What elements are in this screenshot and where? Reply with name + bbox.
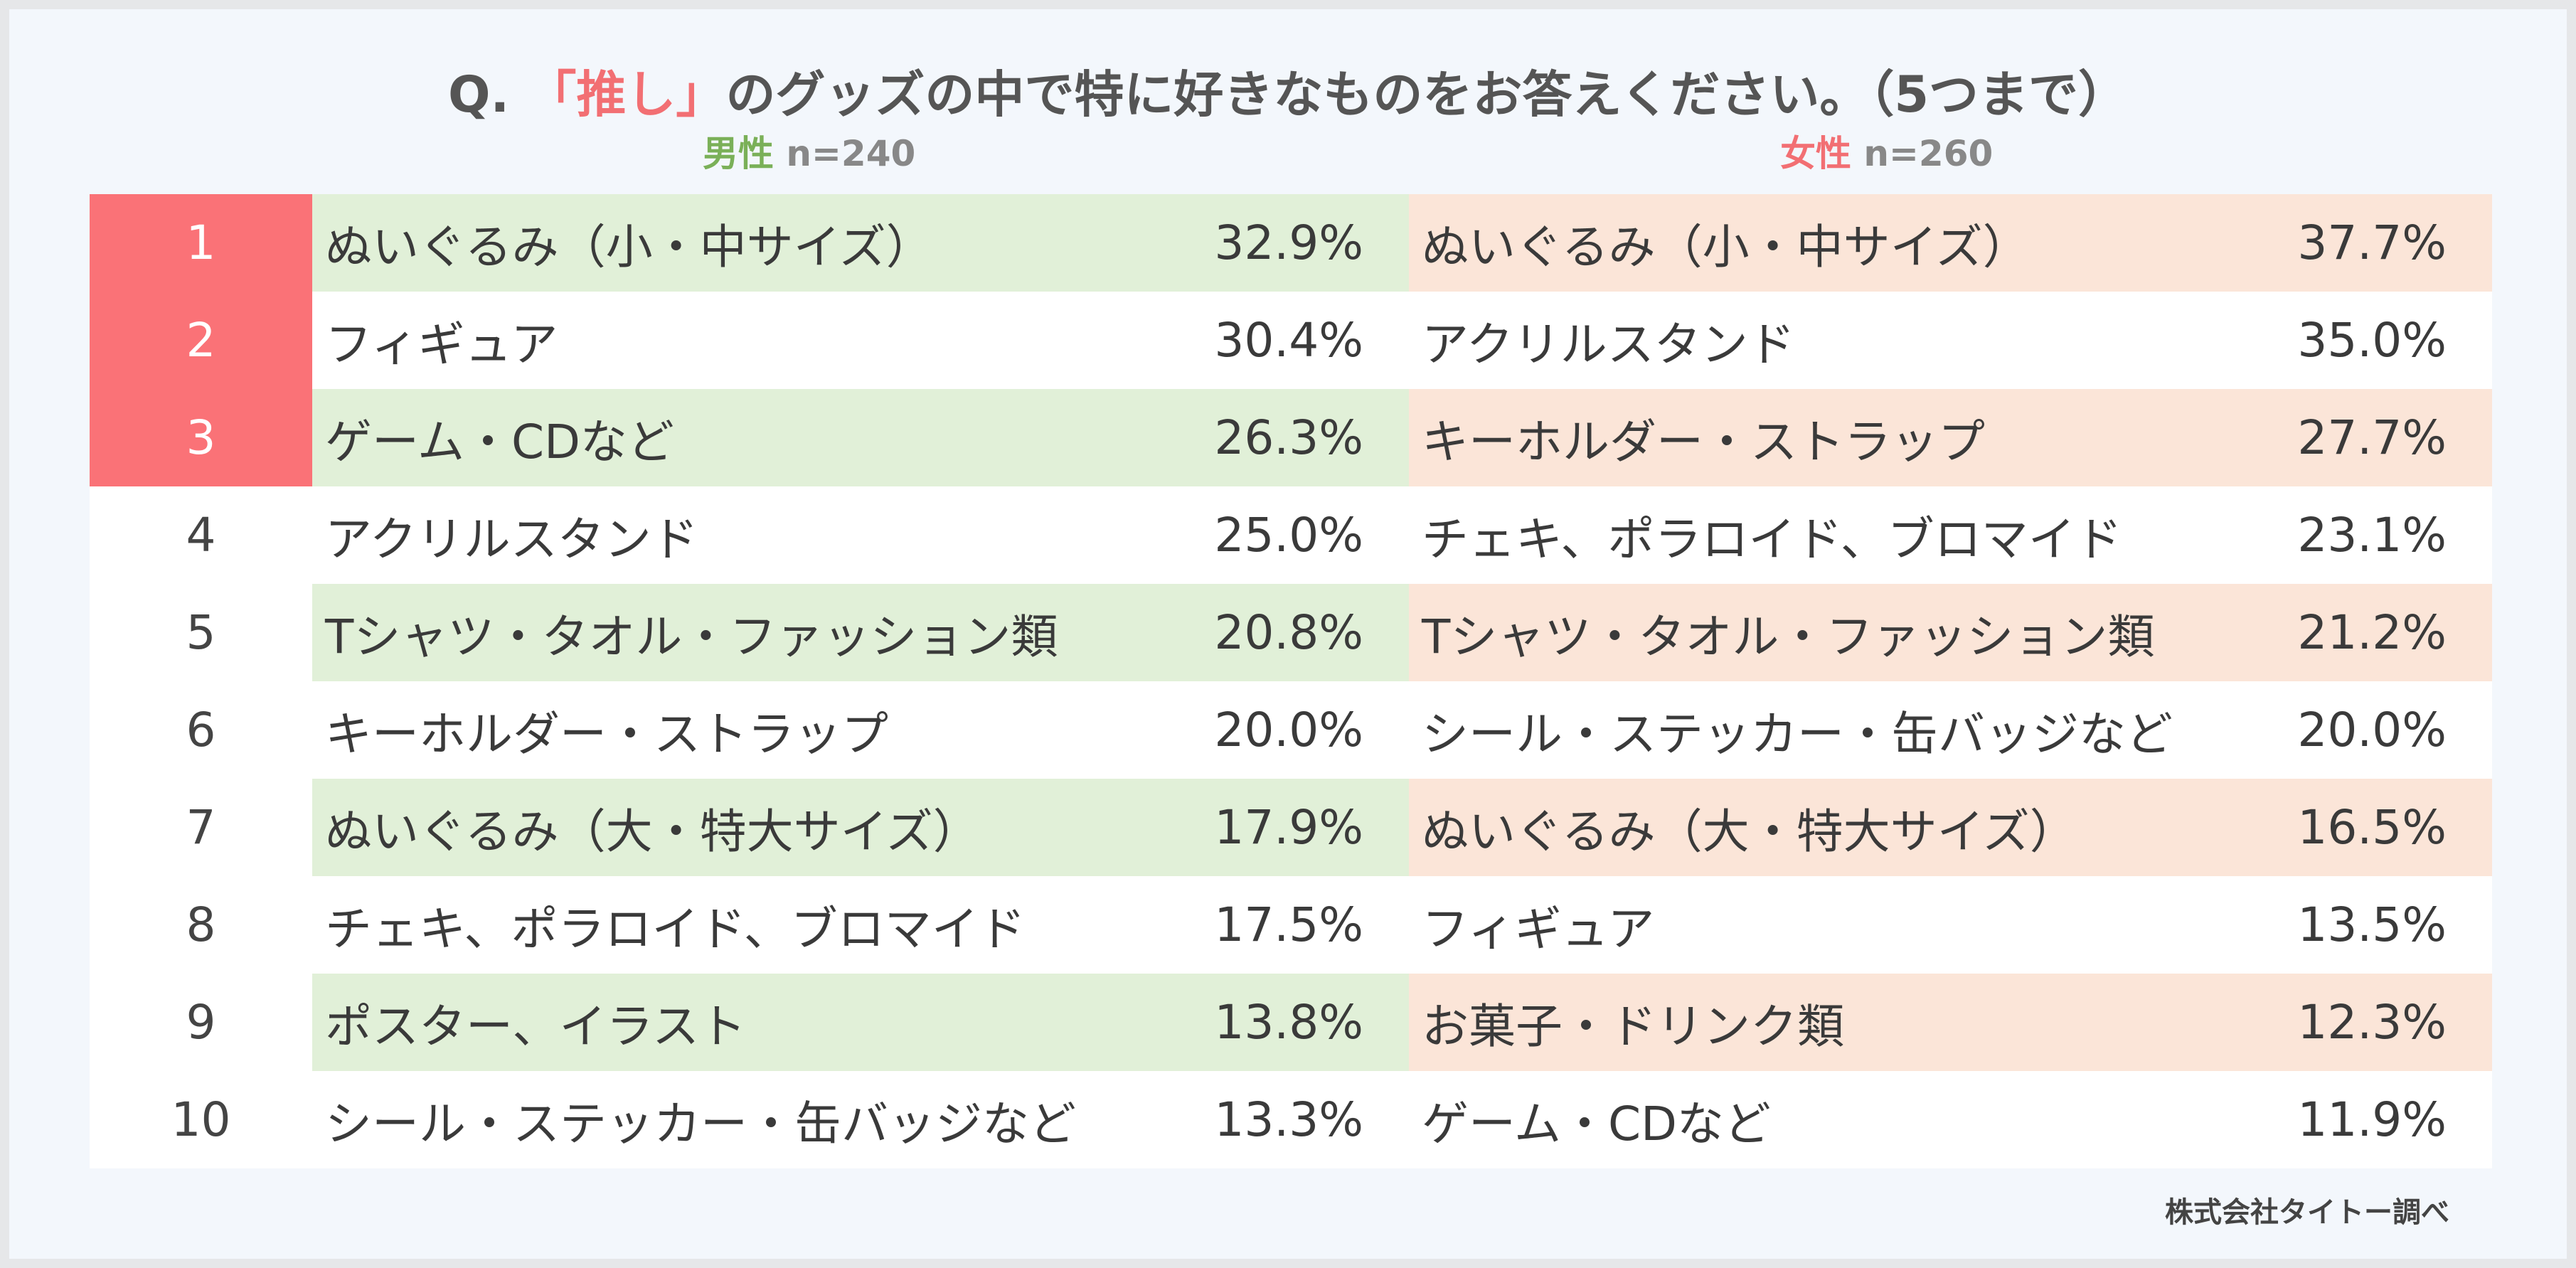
male-cell-background: [312, 779, 1409, 876]
male-item-label: ポスター、イラスト: [325, 998, 747, 1054]
rank-cell-background: [90, 681, 312, 779]
source-note: 株式会社タイトー調べ: [2165, 1196, 2449, 1229]
female-percentage: 27.7%: [2297, 410, 2447, 465]
male-item-label: ゲーム・CDなど: [325, 414, 674, 469]
male-label: 男性: [703, 133, 774, 174]
female-item-label: キーホルダー・ストラップ: [1422, 414, 1985, 469]
female-label: 女性: [1780, 133, 1851, 174]
male-cell-background: [312, 486, 1409, 584]
female-percentage: 11.9%: [2297, 1092, 2447, 1147]
female-cell-background: [1409, 779, 2492, 876]
male-cell-background: [312, 974, 1409, 1071]
male-item-label: ぬいぐるみ（小・中サイズ）: [325, 219, 933, 275]
male-cell-background: [312, 292, 1409, 389]
female-cell-background: [1409, 584, 2492, 681]
male-percentage: 17.9%: [1214, 800, 1363, 855]
table-row: 2 フィギュア 30.4% アクリルスタンド 35.0%: [90, 292, 2492, 389]
male-percentage: 25.0%: [1214, 508, 1363, 563]
rank-number: 9: [186, 995, 216, 1050]
table-row: 5 Tシャツ・タオル・ファッション類 20.8% Tシャツ・タオル・ファッション類 21…: [90, 584, 2492, 681]
female-cell-background: [1409, 389, 2492, 486]
rank-number: 4: [186, 508, 216, 563]
rank-number: 8: [186, 897, 216, 952]
female-percentage: 12.3%: [2297, 995, 2447, 1050]
rank-number: 3: [90, 389, 312, 486]
female-percentage: 23.1%: [2297, 508, 2447, 563]
table-row: 1 ぬいぐるみ（小・中サイズ） 32.9% ぬいぐるみ（小・中サイズ） 37.7%: [90, 194, 2492, 292]
rank-cell-background: [90, 486, 312, 584]
male-cell-background: [312, 1071, 1409, 1168]
female-item-label: アクリルスタンド: [1422, 316, 1795, 372]
table-row: 6 キーホルダー・ストラップ 20.0% シール・ステッカー・缶バッジなど 20.0%: [90, 681, 2492, 779]
female-group-label: 女性 n=260: [1780, 129, 1993, 179]
female-item-label: チェキ、ポラロイド、ブロマイド: [1422, 511, 2122, 567]
title-prefix: Q.: [447, 65, 510, 124]
male-n: n=240: [786, 133, 916, 174]
male-cell-background: [312, 681, 1409, 779]
male-percentage: 30.4%: [1214, 313, 1363, 368]
female-cell-background: [1409, 194, 2492, 292]
male-percentage: 20.0%: [1214, 703, 1363, 757]
female-cell-background: [1409, 486, 2492, 584]
female-cell-background: [1409, 974, 2492, 1071]
female-n: n=260: [1863, 133, 1994, 174]
male-percentage: 13.3%: [1214, 1092, 1363, 1147]
rank-cell-background: [90, 1071, 312, 1168]
rank-number: 7: [186, 800, 216, 855]
female-item-label: ぬいぐるみ（大・特大サイズ）: [1422, 804, 2077, 859]
female-item-label: シール・ステッカー・缶バッジなど: [1422, 706, 2173, 762]
table-row: 10 シール・ステッカー・缶バッジなど 13.3% ゲーム・CDなど 11.9%: [90, 1071, 2492, 1168]
male-item-label: キーホルダー・ストラップ: [325, 706, 888, 762]
female-item-label: ぬいぐるみ（小・中サイズ）: [1422, 219, 2030, 275]
male-item-label: ぬいぐるみ（大・特大サイズ）: [325, 804, 980, 859]
male-percentage: 32.9%: [1214, 215, 1363, 270]
female-cell-background: [1409, 876, 2492, 974]
female-percentage: 13.5%: [2297, 897, 2447, 952]
chart-title: Q. 「推し」のグッズの中で特に好きなものをお答えください。（5つまで）: [9, 55, 2567, 134]
male-item-label: Tシャツ・タオル・ファッション類: [325, 609, 1058, 664]
table-row: 7 ぬいぐるみ（大・特大サイズ） 17.9% ぬいぐるみ（大・特大サイズ） 16.5%: [90, 779, 2492, 876]
female-percentage: 21.2%: [2297, 605, 2447, 660]
rank-number: 1: [90, 194, 312, 292]
rank-cell-background: [90, 584, 312, 681]
female-item-label: Tシャツ・タオル・ファッション類: [1422, 609, 2155, 664]
chart-panel: Q. 「推し」のグッズの中で特に好きなものをお答えください。（5つまで） 男性 …: [9, 9, 2567, 1259]
male-item-label: フィギュア: [325, 316, 558, 372]
rank-cell-background: [90, 876, 312, 974]
rank-number: 2: [90, 292, 312, 389]
female-cell-background: [1409, 681, 2492, 779]
male-item-label: シール・ステッカー・缶バッジなど: [325, 1096, 1076, 1151]
female-item-label: ゲーム・CDなど: [1422, 1096, 1771, 1151]
male-percentage: 26.3%: [1214, 410, 1363, 465]
male-group-label: 男性 n=240: [703, 129, 915, 179]
male-cell-background: [312, 389, 1409, 486]
female-percentage: 20.0%: [2297, 703, 2447, 757]
table-row: 8 チェキ、ポラロイド、ブロマイド 17.5% フィギュア 13.5%: [90, 876, 2492, 974]
rank-cell-background: [90, 779, 312, 876]
male-item-label: アクリルスタンド: [325, 511, 698, 567]
female-item-label: フィギュア: [1422, 901, 1655, 957]
female-cell-background: [1409, 292, 2492, 389]
male-cell-background: [312, 876, 1409, 974]
male-percentage: 20.8%: [1214, 605, 1363, 660]
male-percentage: 17.5%: [1214, 897, 1363, 952]
title-highlight: 「推し」: [526, 65, 726, 124]
female-item-label: お菓子・ドリンク類: [1422, 998, 1844, 1054]
rank-number: 6: [186, 703, 216, 757]
female-percentage: 37.7%: [2297, 215, 2447, 270]
rank-cell-background: [90, 974, 312, 1071]
title-rest: のグッズの中で特に好きなものをお答えください。（5つまで）: [725, 65, 2129, 124]
female-percentage: 16.5%: [2297, 800, 2447, 855]
female-percentage: 35.0%: [2297, 313, 2447, 368]
table-row: 3 ゲーム・CDなど 26.3% キーホルダー・ストラップ 27.7%: [90, 389, 2492, 486]
female-cell-background: [1409, 1071, 2492, 1168]
table-row: 4 アクリルスタンド 25.0% チェキ、ポラロイド、ブロマイド 23.1%: [90, 486, 2492, 584]
rank-number: 5: [186, 605, 216, 660]
table-row: 9 ポスター、イラスト 13.8% お菓子・ドリンク類 12.3%: [90, 974, 2492, 1071]
male-cell-background: [312, 584, 1409, 681]
rank-number: 10: [171, 1092, 231, 1147]
male-item-label: チェキ、ポラロイド、ブロマイド: [325, 901, 1026, 957]
male-percentage: 13.8%: [1214, 995, 1363, 1050]
male-cell-background: [312, 194, 1409, 292]
